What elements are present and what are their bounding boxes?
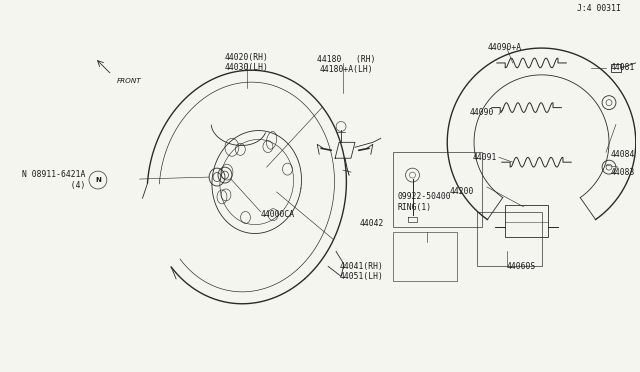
Bar (393, 152, 482, 227)
Bar (477, 212, 541, 266)
Text: 44020(RH)
44030(LH): 44020(RH) 44030(LH) (225, 53, 269, 73)
Text: 44042: 44042 (359, 219, 384, 228)
Text: 44090: 44090 (470, 108, 494, 117)
Text: 44090+A: 44090+A (488, 43, 522, 52)
Bar (611, 64, 621, 72)
Text: 44083: 44083 (611, 168, 636, 177)
Bar (505, 205, 548, 237)
Text: 44000CA: 44000CA (260, 210, 295, 219)
Text: 44041(RH)
44051(LH): 44041(RH) 44051(LH) (340, 262, 384, 281)
Text: FRONT: FRONT (116, 78, 141, 84)
Text: J:4 0031I: J:4 0031I (577, 4, 621, 13)
Text: 44200: 44200 (450, 187, 474, 196)
Bar (393, 232, 457, 281)
Text: N 08911-6421A
  (4): N 08911-6421A (4) (22, 170, 85, 190)
Text: 44084: 44084 (611, 150, 636, 159)
Text: 44081: 44081 (611, 63, 636, 73)
Text: N: N (95, 177, 101, 183)
Text: 44180   (RH)
44180+A(LH): 44180 (RH) 44180+A(LH) (317, 55, 375, 74)
Text: 09922-50400
RING(1): 09922-50400 RING(1) (397, 192, 451, 212)
Text: 44091: 44091 (472, 153, 497, 162)
Text: 44060S: 44060S (507, 262, 536, 271)
